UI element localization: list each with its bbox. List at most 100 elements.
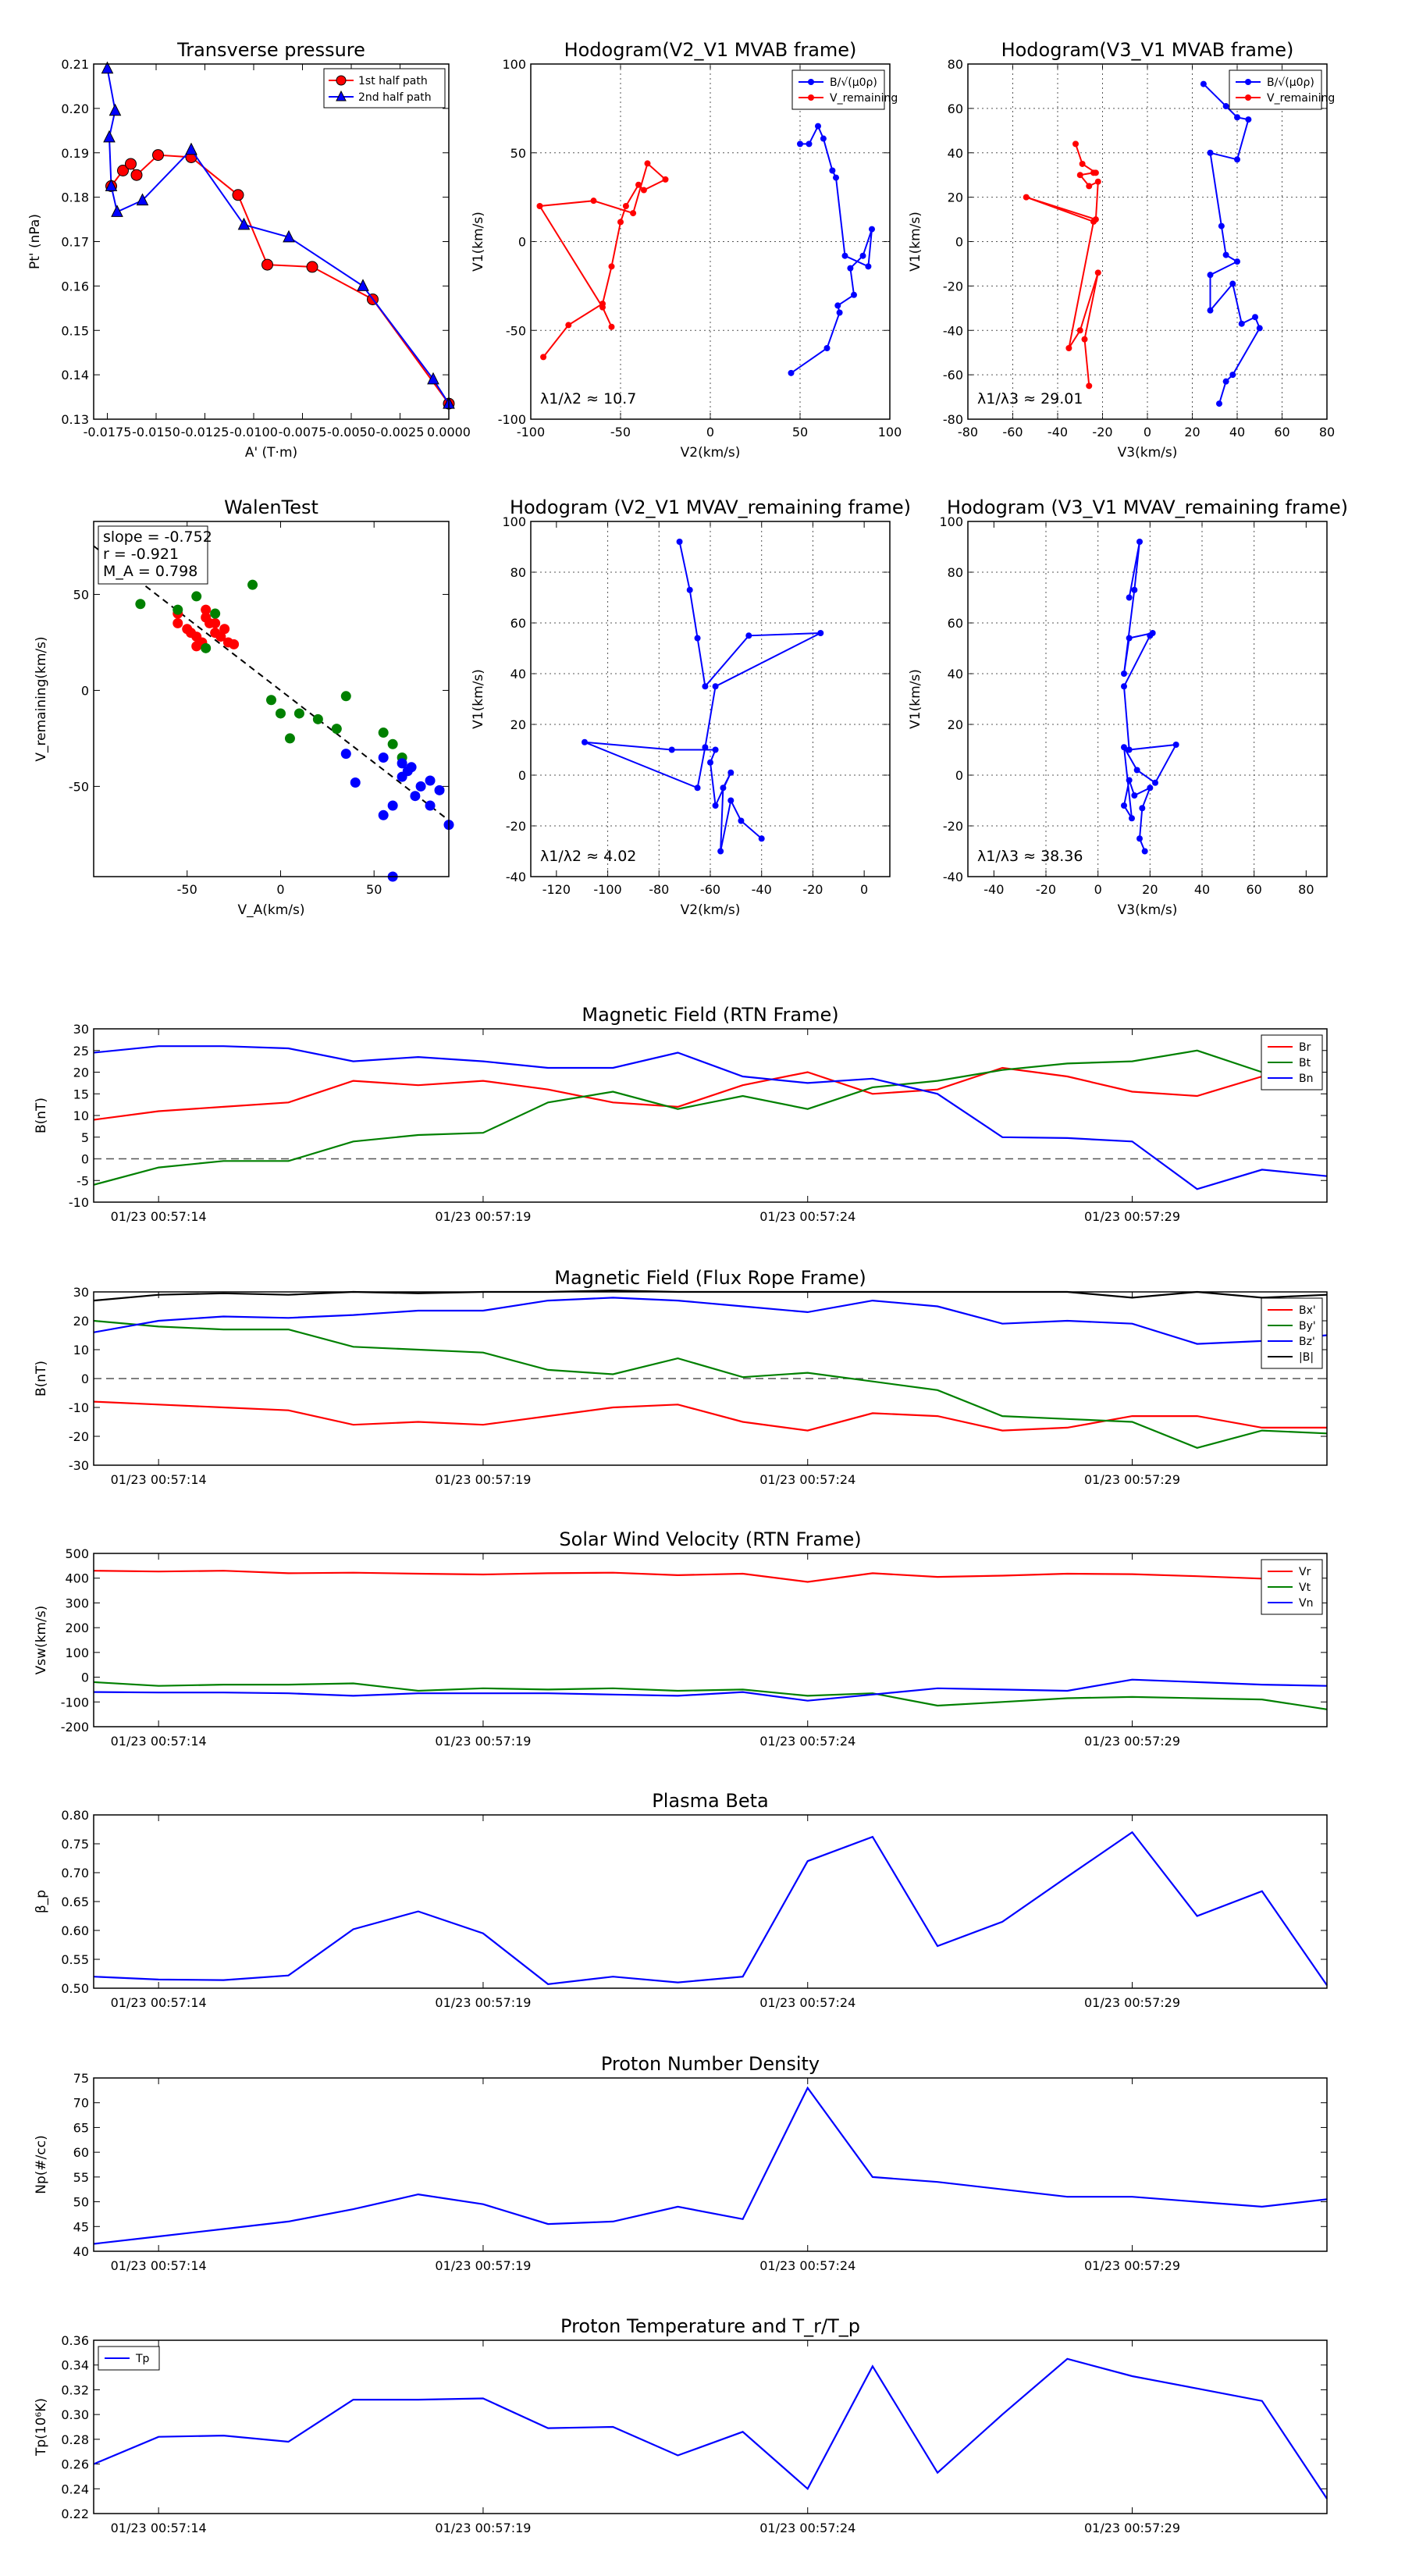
- chart-tp2: Proton Temperature and T_r/T_p 0.22 0.24 0.…: [34, 2315, 1328, 2535]
- data-point: [599, 304, 606, 311]
- series-line: [110, 154, 450, 404]
- y-axis-label: Pt' (nPa): [27, 214, 43, 269]
- x-tick-label: 01/23 00:57:29: [1084, 1734, 1180, 1749]
- y-tick-label: 0.80: [61, 1808, 89, 1823]
- plot-frame: [93, 1028, 1328, 1203]
- x-tick-label: -60: [700, 882, 720, 897]
- data-point: [836, 309, 843, 316]
- data-point: [865, 263, 872, 270]
- x-tick-label: 01/23 00:57:14: [111, 1734, 207, 1749]
- data-point: [1121, 683, 1127, 690]
- y-tick-label: 5: [81, 1130, 89, 1145]
- x-tick-label: -50: [177, 882, 197, 897]
- y-tick-label: -40: [943, 870, 963, 884]
- data-point: [851, 291, 857, 298]
- y-axis-label: Vsw(km/s): [34, 1606, 49, 1675]
- x-tick-label: 01/23 00:57:19: [435, 1995, 531, 2010]
- x-tick-label: -0.0100: [229, 425, 278, 439]
- series-line: [93, 2086, 1328, 2245]
- chart-tp: Transverse pressure 0.13 0.14 0.15 0.16 0.17 0…: [27, 39, 471, 461]
- data-point: [427, 372, 439, 385]
- data-point: [232, 189, 244, 201]
- x-tick-label: 50: [366, 882, 382, 897]
- data-point: [173, 604, 183, 615]
- data-point: [108, 103, 122, 116]
- data-point: [357, 279, 369, 291]
- data-point: [676, 539, 683, 545]
- legend-label: Br: [1299, 1041, 1311, 1054]
- legend-label: Vn: [1299, 1597, 1313, 1610]
- y-tick-label: -10: [69, 1400, 89, 1415]
- data-point: [117, 165, 129, 176]
- y-tick-label: -20: [943, 819, 963, 834]
- data-point: [1216, 400, 1222, 407]
- y-tick-label: 75: [73, 2071, 89, 2086]
- data-point: [275, 708, 286, 719]
- data-point: [707, 759, 713, 766]
- y-tick-label: 0.13: [61, 412, 89, 427]
- y-tick-label: 20: [510, 717, 526, 732]
- legend-marker: [336, 90, 347, 101]
- data-point: [1121, 671, 1127, 677]
- y-tick-label: 20: [948, 190, 963, 205]
- data-point: [833, 174, 839, 181]
- data-point: [745, 632, 752, 639]
- data-point: [1152, 779, 1158, 786]
- x-tick-label: 01/23 00:57:19: [435, 1472, 531, 1487]
- data-point: [1072, 141, 1079, 148]
- x-tick-label: -80: [649, 882, 669, 897]
- x-tick-label: -100: [593, 882, 621, 897]
- legend-label: Vt: [1299, 1582, 1311, 1594]
- data-point: [565, 322, 572, 329]
- plot-frame: [93, 1291, 1328, 1466]
- legend-label: B/√(μ0ρ): [830, 76, 877, 89]
- x-axis-label: V2(km/s): [681, 902, 741, 918]
- data-point: [261, 258, 273, 271]
- data-point: [1222, 251, 1229, 258]
- y-tick-label: 300: [65, 1596, 89, 1610]
- y-tick-label: 0.15: [61, 323, 89, 338]
- data-point: [1218, 222, 1225, 229]
- data-point: [644, 160, 651, 167]
- x-tick-label: -20: [1092, 425, 1112, 439]
- data-point: [103, 130, 116, 143]
- y-tick-label: 0.19: [61, 146, 89, 161]
- chart-bflux: Magnetic Field (Flux Rope Frame) -30 -20 -1…: [34, 1267, 1328, 1487]
- stats-line: r = -0.921: [103, 546, 179, 563]
- data-point: [136, 193, 149, 206]
- chart-hodo2: Hodogram(V3_V1 MVAB frame) -80 -60 -40 -20 0 2…: [908, 39, 1335, 461]
- y-tick-label: -20: [506, 819, 526, 834]
- y-tick-label: 25: [73, 1044, 89, 1059]
- data-point: [662, 176, 669, 183]
- plot-frame: [530, 63, 891, 420]
- data-point: [686, 586, 693, 593]
- data-point: [266, 695, 276, 706]
- y-tick-label: 0.16: [61, 279, 89, 294]
- x-tick-label: 01/23 00:57:19: [435, 2521, 531, 2535]
- data-point: [640, 187, 647, 194]
- data-point: [1094, 178, 1101, 185]
- y-tick-label: 20: [948, 717, 963, 732]
- legend-label: V_remaining: [830, 92, 898, 105]
- x-tick-label: 01/23 00:57:29: [1084, 1209, 1180, 1224]
- data-point: [536, 203, 543, 209]
- data-point: [1222, 378, 1229, 385]
- legend-label: Bn: [1299, 1073, 1313, 1085]
- chart-np: Proton Number Density 40 45 50 55 60 65 70 75 01/…: [34, 2053, 1328, 2273]
- series-line: [93, 2357, 1328, 2500]
- plot-frame: [93, 2077, 1328, 2252]
- data-point: [201, 612, 212, 623]
- chart-title: Proton Temperature and T_r/T_p: [560, 2315, 860, 2337]
- y-axis-label: Tp(10⁶K): [34, 2398, 49, 2457]
- data-point: [841, 252, 848, 259]
- y-tick-label: 60: [73, 2145, 89, 2160]
- data-point: [201, 642, 212, 653]
- eigen-ratio-annotation: λ1/λ2 ≈ 10.7: [540, 390, 636, 407]
- y-tick-label: 80: [510, 565, 526, 580]
- data-point: [434, 785, 445, 795]
- x-tick-label: 20: [1142, 882, 1158, 897]
- y-tick-label: 10: [73, 1108, 89, 1123]
- data-point: [590, 197, 597, 205]
- data-point: [130, 169, 143, 181]
